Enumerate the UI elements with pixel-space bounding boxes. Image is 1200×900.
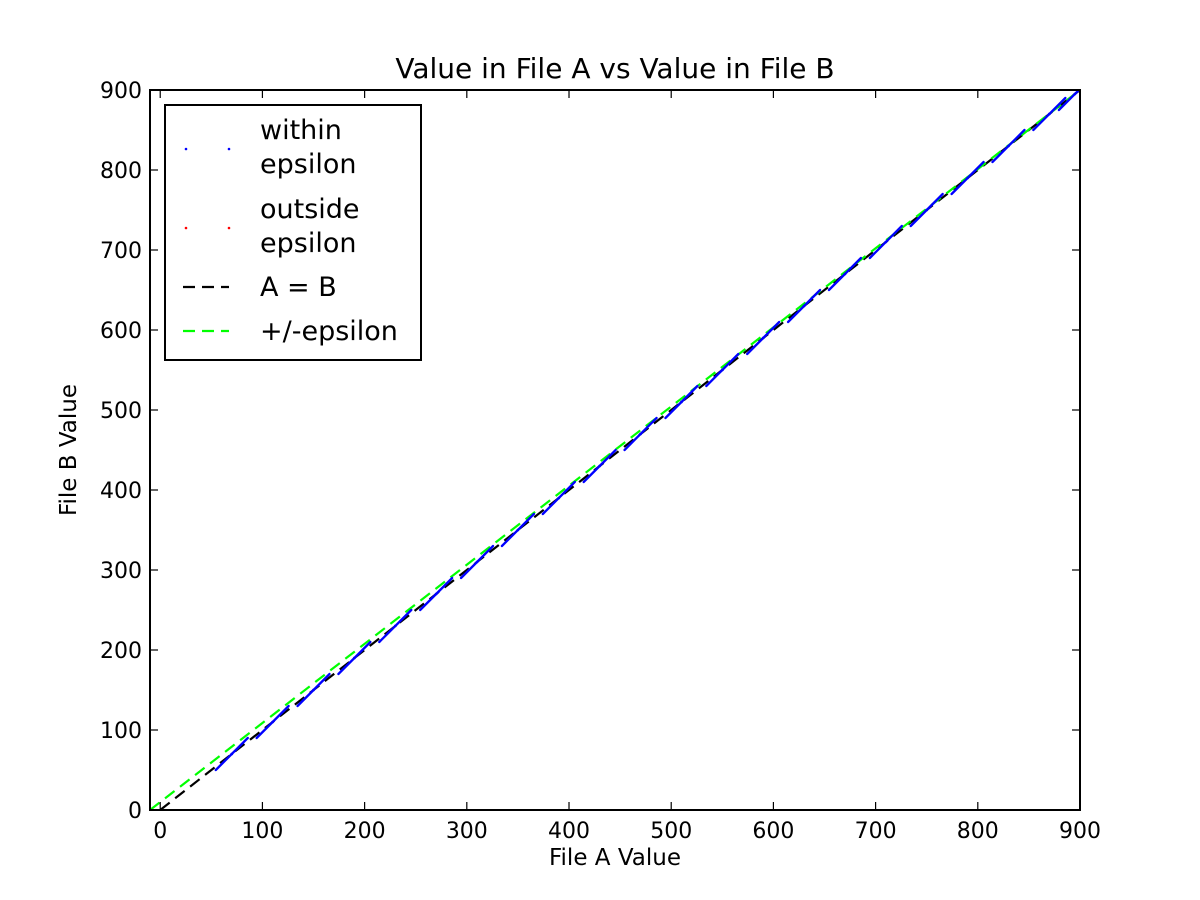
legend-entry-epsilon: +/-epsilon [183,316,398,347]
x-tick-label: 400 [548,819,590,844]
legend: within epsilon outside epsilon A = B +/-epsil… [164,104,422,361]
data-point-marker-within-epsilon [680,400,683,404]
x-tick-label: 500 [650,819,692,844]
legend-label: outside epsilon [260,194,360,259]
data-point-marker-within-epsilon [393,624,397,628]
data-point-marker-within-epsilon [271,720,275,724]
x-tick-label: 700 [855,819,897,844]
y-tick-label: 200 [100,639,142,664]
legend-entry-within-epsilon: within epsilon [184,115,356,180]
data-point-marker-within-epsilon [966,176,969,180]
data-point-marker-within-epsilon [352,656,356,660]
legend-label: +/-epsilon [260,316,398,347]
legend-label: within epsilon [260,115,356,180]
tick-layer: 0 100 200 300 400 500 600 700 800 900 0 100 200 300 40… [100,79,1101,844]
chart-title: Value in File A vs Value in File B [395,52,834,85]
legend-entry-a-b: A = B [183,272,337,303]
data-point-marker-within-epsilon [598,464,602,468]
data-point-marker-within-epsilon [1073,92,1077,96]
y-tick-label: 300 [100,559,142,584]
x-tick-label: 100 [241,819,283,844]
x-tick-label: 900 [1059,819,1101,844]
plot-area: 0 100 200 300 400 500 600 700 800 900 0 100 200 300 40… [100,79,1101,844]
y-tick-label: 800 [100,159,142,184]
x-tick-label: 800 [957,819,999,844]
legend-marker [227,147,231,151]
data-point-marker-within-epsilon [475,560,479,564]
data-point-marker-within-epsilon [312,688,315,692]
series-line-epsilon [150,90,1080,810]
data-point-marker-within-epsilon [884,240,888,244]
data-point-marker-within-epsilon [720,368,724,372]
y-axis-label: File B Value [56,384,82,516]
data-point-marker-within-epsilon [925,208,929,212]
data-point-marker-within-epsilon [230,752,234,756]
y-tick-label: 100 [100,719,142,744]
x-tick-label: 0 [153,819,167,844]
x-tick-label: 600 [752,819,794,844]
legend-marker [184,226,188,230]
y-tick-label: 700 [100,239,142,264]
x-axis-label: File A Value [549,845,681,871]
data-point-marker-within-epsilon [639,432,642,436]
legend-marker [227,226,231,230]
data-point-marker-within-epsilon [761,336,765,340]
y-tick-label: 600 [100,319,142,344]
data-point-marker-within-epsilon [557,496,561,500]
x-tick-label: 300 [446,819,488,844]
data-point-marker-within-epsilon [1047,112,1051,116]
legend-entry-outside-epsilon: outside epsilon [184,194,360,259]
y-tick-label: 900 [100,79,142,104]
legend-label: A = B [260,272,337,303]
series-layer [150,90,1080,810]
y-tick-label: 400 [100,479,142,504]
data-point-marker-within-epsilon [1007,144,1010,148]
y-tick-label: 500 [100,399,142,424]
y-tick-label: 0 [128,799,142,824]
legend-frame [164,104,422,361]
axes-frame [149,89,1081,811]
data-point-marker-within-epsilon [802,304,806,308]
data-point-marker-within-epsilon [434,592,438,596]
x-tick-label: 200 [344,819,386,844]
data-point-marker-within-epsilon [843,272,847,276]
data-point-marker-within-epsilon [516,528,520,532]
legend-marker [184,147,188,151]
